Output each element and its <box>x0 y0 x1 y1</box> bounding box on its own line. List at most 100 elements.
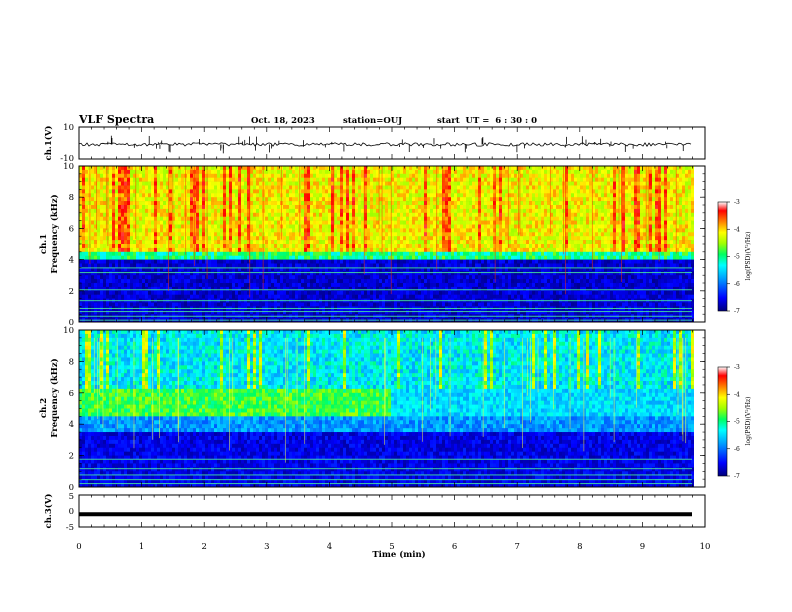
spectrogram-cell <box>430 271 433 276</box>
spectrogram-cell <box>163 259 166 264</box>
spectrogram-cell <box>175 185 178 190</box>
spectrogram-cell <box>334 283 337 288</box>
spectrogram-cell <box>409 205 412 210</box>
spectrogram-cell <box>274 294 277 299</box>
spectrogram-cell <box>436 310 439 315</box>
spectrogram-cell <box>367 283 370 288</box>
spectrogram-cell <box>214 279 217 284</box>
spectrogram-cell <box>202 189 205 194</box>
spectrogram-cell <box>364 212 367 217</box>
spectrogram-cell <box>124 259 127 264</box>
spectrogram-cell <box>301 177 304 182</box>
spectrogram-cell <box>184 302 187 307</box>
spectrogram-cell <box>421 216 424 221</box>
spectrogram-cell <box>85 247 88 253</box>
spectrogram-cell <box>334 251 337 256</box>
spectrogram-cell <box>172 166 175 171</box>
spectrogram-cell <box>130 251 133 256</box>
spectrogram-cell <box>361 166 364 171</box>
spectrogram-cell <box>94 205 97 210</box>
spectrogram-cell <box>283 232 286 237</box>
spectrogram-cell <box>199 224 202 229</box>
spectrogram-cell <box>364 236 367 241</box>
spectrogram-cell <box>118 240 121 245</box>
spectrogram-cell <box>310 232 313 237</box>
spectrogram-cell <box>343 302 346 307</box>
spectrogram-cell <box>139 259 142 264</box>
spectrogram-cell <box>133 302 136 307</box>
spectrogram-cell <box>346 259 349 264</box>
spectrogram-cell <box>223 275 226 280</box>
spectrogram-cell <box>403 212 406 217</box>
spectrogram-cell <box>295 286 298 292</box>
spectrogram-cell <box>289 169 292 175</box>
spectrogram-cell <box>373 193 376 198</box>
spectrogram-cell <box>373 271 376 276</box>
spectrogram-cell <box>286 275 289 280</box>
spectrogram-cell <box>169 290 172 295</box>
spectrogram-cell <box>103 255 106 260</box>
spectrogram-cell <box>157 205 160 210</box>
spectrogram-cell <box>148 232 151 237</box>
spectrogram-cell <box>115 232 118 237</box>
spectrogram-cell <box>433 251 436 256</box>
spectrogram-cell <box>421 271 424 276</box>
spectrogram-cell <box>91 290 94 295</box>
spectrogram-cell <box>334 240 337 245</box>
spectrogram-cell <box>406 169 409 175</box>
spectrogram-cell <box>151 259 154 264</box>
spectrogram-cell <box>229 267 232 272</box>
spectrogram-cell <box>148 302 151 307</box>
spectrogram-cell <box>388 197 391 202</box>
spectrogram-cell <box>319 189 322 194</box>
spectrogram-cell <box>433 193 436 198</box>
spectrogram-cell <box>313 294 316 299</box>
spectrogram-cell <box>310 244 313 249</box>
spectrogram-cell <box>382 244 385 249</box>
spectrogram-cell <box>211 255 214 260</box>
spectrogram-cell <box>256 302 259 307</box>
spectrogram-cell <box>349 302 352 307</box>
spectrogram-cell <box>115 290 118 295</box>
spectrogram-cell <box>334 212 337 217</box>
spectrogram-cell <box>259 259 262 264</box>
spectrogram-cell <box>205 236 208 241</box>
spectrogram-cell <box>343 240 346 245</box>
spectrogram-cell <box>247 216 250 221</box>
spectrogram-cell <box>355 267 358 272</box>
spectrogram-cell <box>334 294 337 299</box>
spectrogram-cell <box>388 220 391 225</box>
spectrogram-cell <box>415 205 418 210</box>
spectrogram-cell <box>367 232 370 237</box>
spectrogram-cell <box>85 244 88 249</box>
spectrogram-cell <box>340 267 343 272</box>
spectrogram-cell <box>286 228 289 233</box>
spectrogram-cell <box>205 302 208 307</box>
spectrogram-cell <box>220 228 223 233</box>
spectrogram-cell <box>178 201 181 206</box>
spectrogram-cell <box>157 193 160 198</box>
spectrogram-cell <box>145 275 148 280</box>
spectrogram-cell <box>340 201 343 206</box>
spectrogram-cell <box>343 197 346 202</box>
spectrogram-cell <box>133 201 136 206</box>
spectrogram-cell <box>295 294 298 299</box>
spectrogram-cell <box>133 212 136 217</box>
spectrogram-cell <box>244 228 247 233</box>
spectrogram-cell <box>94 240 97 245</box>
spectrogram-cell <box>175 236 178 241</box>
spectrogram-cell <box>271 294 274 299</box>
spectrogram-cell <box>355 279 358 284</box>
spectrogram-cell <box>199 294 202 299</box>
spectrogram-cell <box>328 236 331 241</box>
spectrogram-cell <box>433 185 436 190</box>
spectrogram-cell <box>346 197 349 202</box>
spectrogram-cell <box>439 290 442 295</box>
spectrogram-cell <box>190 169 193 175</box>
spectrogram-cell <box>346 216 349 221</box>
spectrogram-cell <box>220 201 223 206</box>
spectrogram-cell <box>430 205 433 210</box>
spectrogram-cell <box>346 208 349 214</box>
spectrogram-cell <box>385 220 388 225</box>
spectrogram-cell <box>91 275 94 280</box>
